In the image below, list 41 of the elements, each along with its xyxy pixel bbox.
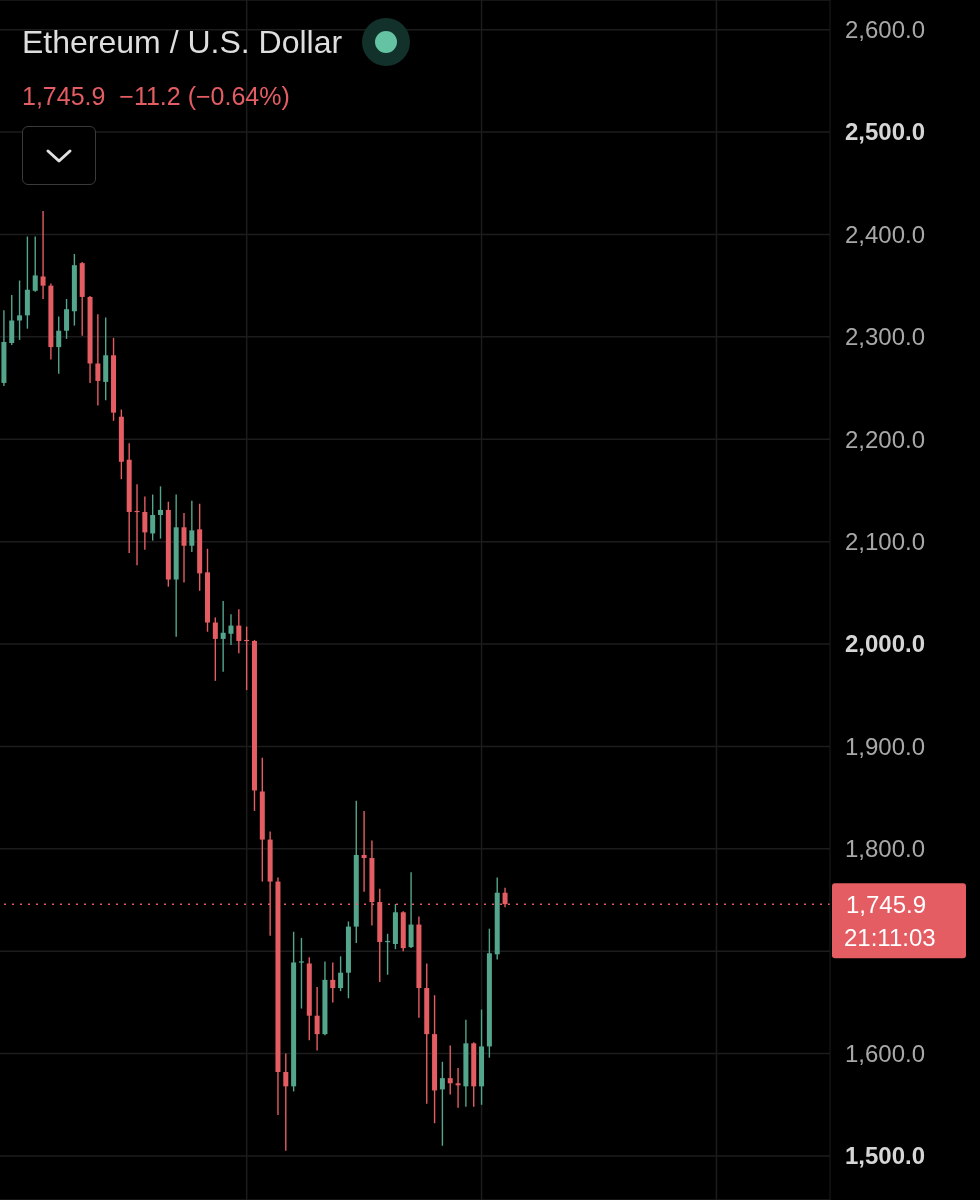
y-tick-label: 2,200.0: [845, 425, 926, 453]
y-tick-label: 2,500.0: [845, 118, 926, 146]
candlestick: [314, 986, 320, 1052]
candlestick: [181, 512, 187, 584]
candlestick: [150, 493, 156, 542]
candlestick: [455, 1067, 461, 1109]
candlestick: [361, 810, 367, 893]
y-tick-label: 1,600.0: [845, 1039, 926, 1067]
y-tick-label: 1,500.0: [845, 1142, 926, 1170]
y-tick-label: 1,800.0: [845, 835, 926, 863]
y-tick-label: 2,100.0: [845, 528, 926, 556]
ref-line-label: 1,745.9: [846, 890, 927, 918]
candlestick: [330, 961, 336, 1004]
candlestick: [56, 315, 62, 375]
text: 1,745.9 −11.2 (−0.64%): [22, 81, 290, 112]
candlestick: [228, 613, 234, 646]
candlestick: [408, 871, 414, 949]
candlestick: [32, 235, 38, 293]
candlestick: [64, 298, 70, 340]
candlestick: [189, 499, 195, 553]
candlestick: [220, 600, 226, 673]
candlestick: [236, 608, 242, 654]
candlestick: [439, 1061, 445, 1147]
y-tick-label: 2,000.0: [845, 630, 926, 658]
candlestick: [142, 495, 148, 551]
y-tick-label: 2,400.0: [845, 220, 926, 248]
candlestick: [212, 616, 218, 682]
candlestick: [298, 937, 304, 1010]
candlestick: [95, 313, 101, 407]
candlestick: [17, 279, 23, 341]
text: Ethereum / U.S. Dollar: [22, 23, 343, 62]
candlestick: [338, 955, 344, 992]
candlestick: [447, 1044, 453, 1096]
candlestick: [9, 294, 15, 346]
candlestick: [283, 1052, 289, 1152]
text: 21:11:03: [844, 923, 936, 951]
y-tick-label: 1,900.0: [845, 732, 926, 760]
candlestick: [40, 210, 46, 300]
candlestick: [158, 485, 164, 540]
y-tick-label: 2,300.0: [845, 323, 926, 351]
y-tick-label: 2,600.0: [845, 16, 926, 44]
